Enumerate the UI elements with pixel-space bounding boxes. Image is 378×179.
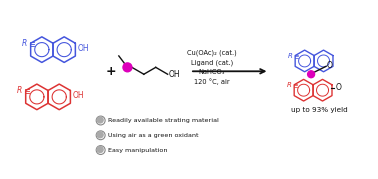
Text: R: R (22, 39, 27, 48)
Circle shape (97, 147, 103, 153)
Circle shape (96, 146, 105, 154)
Text: +: + (105, 65, 116, 78)
Text: R: R (288, 53, 293, 59)
Text: O: O (327, 61, 333, 70)
Circle shape (97, 117, 103, 123)
Text: Easy manipulation: Easy manipulation (108, 147, 167, 153)
Text: Readily available strating material: Readily available strating material (108, 118, 218, 123)
Text: up to 93% yield: up to 93% yield (291, 107, 347, 113)
Text: OH: OH (78, 44, 90, 53)
Text: Using air as a green oxidant: Using air as a green oxidant (108, 133, 198, 138)
Text: O: O (335, 83, 341, 92)
Text: NaHCO₃: NaHCO₃ (199, 69, 225, 75)
Circle shape (123, 63, 132, 72)
Text: Cu(OAc)₂ (cat.): Cu(OAc)₂ (cat.) (187, 49, 237, 56)
Text: R: R (17, 86, 22, 95)
Text: 120 °C, air: 120 °C, air (194, 79, 230, 86)
Text: OH: OH (73, 91, 85, 100)
Circle shape (97, 132, 103, 138)
Circle shape (308, 71, 314, 78)
Text: R: R (287, 82, 292, 88)
Text: Ligand (cat.): Ligand (cat.) (191, 59, 233, 66)
Circle shape (96, 116, 105, 125)
Circle shape (96, 131, 105, 140)
Text: OH: OH (169, 70, 180, 79)
